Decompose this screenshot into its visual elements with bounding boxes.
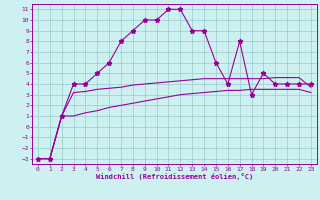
X-axis label: Windchill (Refroidissement éolien,°C): Windchill (Refroidissement éolien,°C)	[96, 173, 253, 180]
